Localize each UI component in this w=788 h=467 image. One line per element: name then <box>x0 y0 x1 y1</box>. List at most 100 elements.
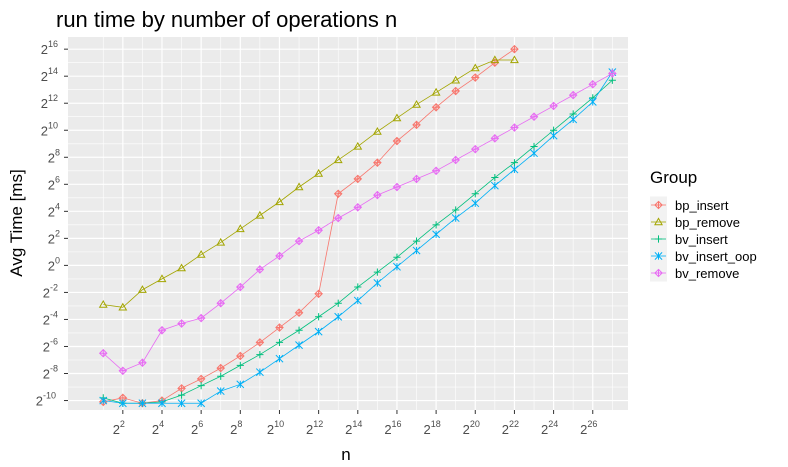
data-point <box>235 224 245 233</box>
legend-title: Group <box>650 168 697 187</box>
data-point <box>255 368 264 377</box>
y-tick-label: 28 <box>48 147 60 165</box>
data-point <box>452 206 460 214</box>
data-point <box>490 134 500 143</box>
data-point <box>373 268 381 276</box>
data-point <box>314 225 323 235</box>
y-tick-label: 22 <box>48 228 60 246</box>
series-bp_insert <box>98 44 519 408</box>
data-point <box>177 391 186 399</box>
data-point <box>530 149 538 158</box>
data-point <box>118 399 127 408</box>
data-point <box>471 190 479 198</box>
data-point <box>157 325 167 335</box>
data-point <box>490 55 500 64</box>
data-point <box>197 399 206 408</box>
data-point <box>196 313 206 323</box>
legend-marker <box>654 217 663 226</box>
series-line <box>103 48 515 404</box>
y-tick-label: 26 <box>48 174 60 192</box>
x-tick-label: 214 <box>345 419 362 437</box>
data-point <box>275 251 284 261</box>
y-tick-label: 2-4 <box>43 309 58 327</box>
series-layer <box>98 44 617 408</box>
data-point <box>295 326 303 334</box>
data-point <box>197 382 205 390</box>
data-point <box>588 97 597 106</box>
y-tick-label: 216 <box>41 39 58 57</box>
data-point <box>373 279 382 287</box>
data-point <box>216 387 225 396</box>
legend-label: bv_insert <box>675 232 728 247</box>
data-point <box>333 155 343 164</box>
data-point <box>275 323 284 332</box>
legend-item-bp_insert: bp_insert <box>650 196 729 214</box>
data-point <box>354 283 362 291</box>
legend-label: bp_insert <box>675 198 729 213</box>
x-tick-label: 28 <box>230 419 242 437</box>
data-point <box>412 237 421 245</box>
data-point <box>255 210 265 219</box>
legend-marker <box>654 235 663 243</box>
y-tick-label: 2-8 <box>43 364 58 382</box>
data-point <box>510 165 519 174</box>
legend: Group bp_insert bp_remove bv_insert bv_inse… <box>650 168 757 282</box>
data-point <box>217 372 225 380</box>
data-point <box>295 341 304 350</box>
data-point <box>529 112 539 122</box>
data-point <box>138 399 147 408</box>
data-point <box>236 380 245 389</box>
x-tick-label: 224 <box>541 419 558 437</box>
data-point <box>549 131 558 140</box>
data-point <box>216 363 226 373</box>
x-tick-label: 216 <box>384 419 401 437</box>
data-point <box>255 265 265 274</box>
x-axis-ticks: 22 24 26 28 210 212 214 216 218 220 222 224 226 <box>113 410 597 437</box>
data-point <box>549 101 558 111</box>
legend-label: bp_remove <box>675 215 740 230</box>
data-point <box>490 181 499 190</box>
data-point <box>431 166 441 176</box>
data-point <box>314 327 323 336</box>
y-tick-label: 20 <box>48 255 60 273</box>
y-tick-label: 212 <box>41 93 58 111</box>
legend-label: bv_insert_oop <box>675 249 757 264</box>
data-point <box>314 289 323 299</box>
legend-item-bp_remove: bp_remove <box>650 213 740 231</box>
data-point <box>432 230 441 239</box>
grid-major <box>68 37 628 410</box>
x-tick-label: 212 <box>306 419 323 437</box>
data-point <box>451 75 461 84</box>
series-line <box>103 59 515 308</box>
x-tick-label: 220 <box>463 419 480 437</box>
y-tick-label: 2-2 <box>43 282 58 300</box>
data-point <box>334 299 342 307</box>
series-bp_remove <box>98 55 519 311</box>
data-point <box>98 348 108 358</box>
legend-item-bv_insert: bv_insert <box>650 230 728 248</box>
series-bv_insert_oop <box>99 68 617 408</box>
data-point <box>568 90 578 100</box>
data-point <box>256 350 264 359</box>
data-point <box>275 354 284 363</box>
data-point <box>196 249 206 258</box>
data-point <box>334 312 343 321</box>
y-tick-label: 2-10 <box>36 391 56 409</box>
data-point <box>491 173 499 182</box>
data-point <box>392 136 402 146</box>
x-tick-label: 22 <box>113 419 125 437</box>
legend-label: bv_remove <box>675 266 739 281</box>
data-point <box>451 86 460 96</box>
legend-marker <box>654 268 663 278</box>
data-point <box>236 361 244 370</box>
x-axis-title: n <box>341 445 350 464</box>
x-tick-label: 26 <box>191 419 203 437</box>
x-tick-label: 210 <box>267 419 284 437</box>
y-tick-label: 24 <box>48 201 60 219</box>
data-point <box>333 189 343 199</box>
plot-panel <box>68 37 628 410</box>
data-point <box>353 141 363 150</box>
data-point <box>294 308 304 318</box>
data-point <box>510 44 519 54</box>
